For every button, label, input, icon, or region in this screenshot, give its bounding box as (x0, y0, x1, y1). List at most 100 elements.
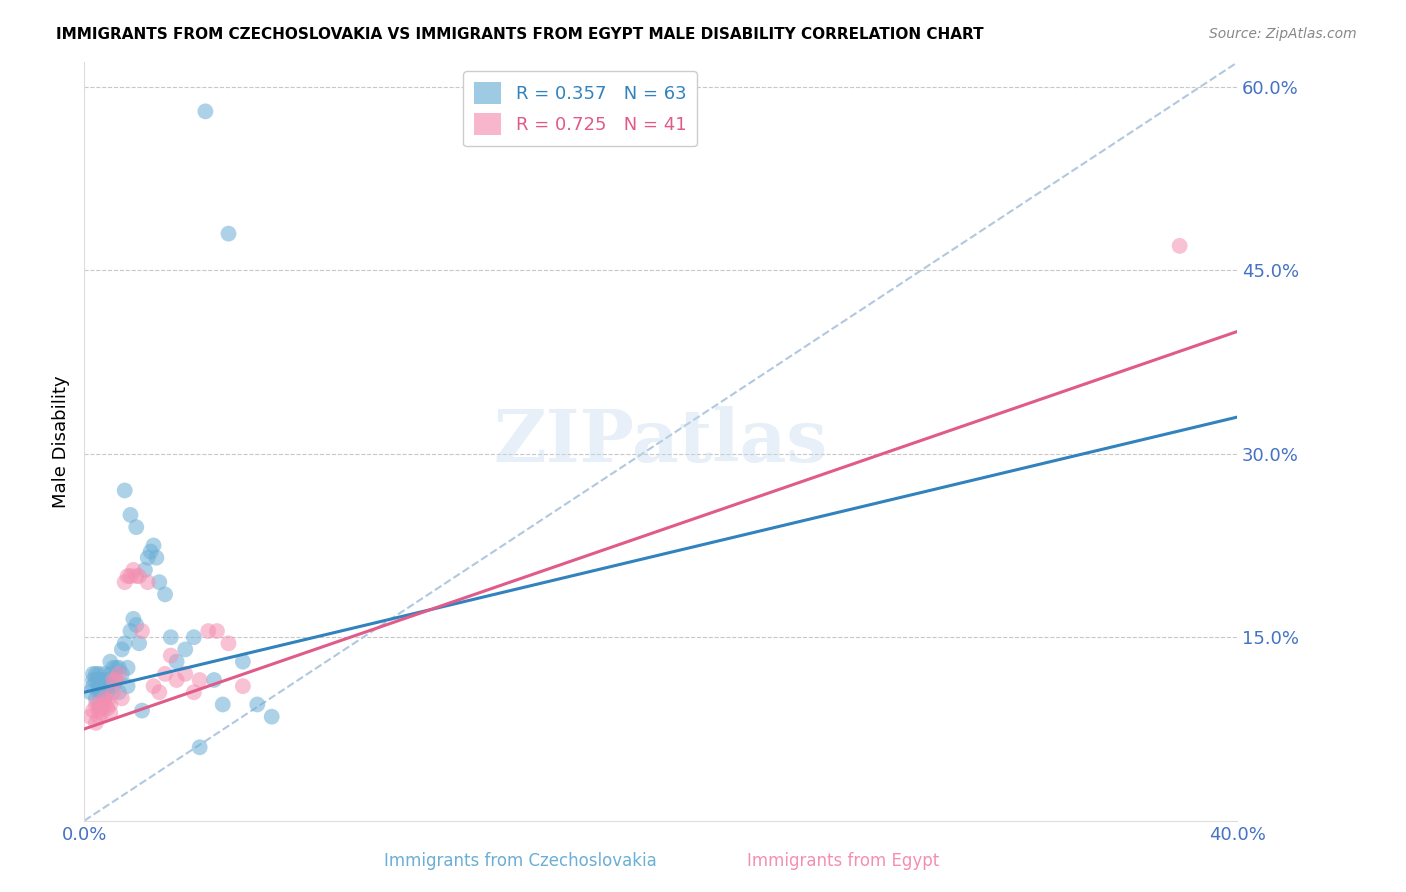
Point (122, 612, 145, 626)
Point (211, 698, 233, 712)
Point (114, 483, 136, 498)
Point (188, 740, 211, 755)
Point (120, 569, 142, 583)
Point (84, 715, 107, 730)
Text: IMMIGRANTS FROM CZECHOSLOVAKIA VS IMMIGRANTS FROM EGYPT MALE DISABILITY CORRELAT: IMMIGRANTS FROM CZECHOSLOVAKIA VS IMMIGR… (56, 27, 984, 42)
Point (96, 701, 118, 715)
Point (82, 673, 104, 687)
Point (108, 661, 131, 675)
Point (87, 704, 110, 718)
Point (153, 666, 176, 681)
Point (232, 655, 254, 669)
Point (103, 661, 124, 675)
Point (87, 679, 110, 693)
Point (160, 630, 183, 644)
Point (98, 655, 121, 669)
Point (166, 655, 188, 669)
Point (205, 624, 228, 639)
Point (142, 539, 165, 553)
Point (134, 563, 156, 577)
Point (82, 666, 104, 681)
Point (153, 587, 176, 601)
Point (260, 709, 283, 723)
Point (202, 673, 225, 687)
Point (79, 685, 101, 699)
Point (84, 698, 107, 712)
Point (103, 679, 124, 693)
Point (128, 569, 150, 583)
Point (90, 679, 112, 693)
Point (111, 691, 134, 706)
Point (82, 679, 104, 693)
Text: ZIPatlas: ZIPatlas (494, 406, 828, 477)
Point (108, 666, 131, 681)
Point (194, 104, 217, 119)
Point (105, 661, 128, 675)
Point (87, 666, 110, 681)
Point (218, 636, 240, 650)
Point (93, 681, 115, 696)
Point (117, 661, 139, 675)
Point (98, 698, 121, 712)
Text: Immigrants from Czechoslovakia: Immigrants from Czechoslovakia (384, 852, 657, 870)
Point (246, 698, 269, 712)
Point (103, 673, 124, 687)
Point (148, 685, 170, 699)
Point (87, 698, 110, 712)
Point (117, 569, 139, 583)
Point (120, 624, 142, 639)
Point (84, 673, 107, 687)
Point (125, 520, 148, 534)
Point (93, 673, 115, 687)
Legend: R = 0.357   N = 63, R = 0.725   N = 41: R = 0.357 N = 63, R = 0.725 N = 41 (463, 71, 697, 146)
Text: Source: ZipAtlas.com: Source: ZipAtlas.com (1209, 27, 1357, 41)
Point (188, 673, 211, 687)
Point (183, 685, 205, 699)
Point (122, 563, 145, 577)
Point (105, 673, 128, 687)
Point (232, 679, 254, 693)
Point (111, 642, 134, 657)
Point (96, 679, 118, 693)
Point (120, 508, 142, 522)
Point (96, 673, 118, 687)
Point (128, 636, 150, 650)
Point (114, 636, 136, 650)
Point (103, 685, 124, 699)
Point (90, 706, 112, 720)
Point (93, 691, 115, 706)
Y-axis label: Male Disability: Male Disability (52, 376, 70, 508)
Point (108, 685, 131, 699)
Point (79, 709, 101, 723)
Point (139, 544, 162, 558)
Point (90, 701, 112, 715)
Point (96, 694, 118, 708)
Point (125, 618, 148, 632)
Point (87, 673, 110, 687)
Point (87, 698, 110, 712)
Point (96, 685, 118, 699)
Point (90, 685, 112, 699)
Point (84, 666, 107, 681)
Point (87, 709, 110, 723)
Point (218, 227, 240, 241)
Point (142, 679, 165, 693)
Point (1168, 239, 1191, 253)
Point (160, 648, 183, 663)
Point (103, 673, 124, 687)
Point (125, 569, 148, 583)
Point (90, 673, 112, 687)
Point (136, 575, 159, 590)
Point (183, 630, 205, 644)
Point (117, 679, 139, 693)
Point (114, 575, 136, 590)
Point (136, 550, 159, 565)
Point (105, 673, 128, 687)
Point (166, 673, 188, 687)
Point (111, 666, 134, 681)
Point (93, 698, 115, 712)
Point (131, 704, 153, 718)
Point (131, 624, 153, 639)
Point (145, 550, 167, 565)
Point (93, 666, 115, 681)
